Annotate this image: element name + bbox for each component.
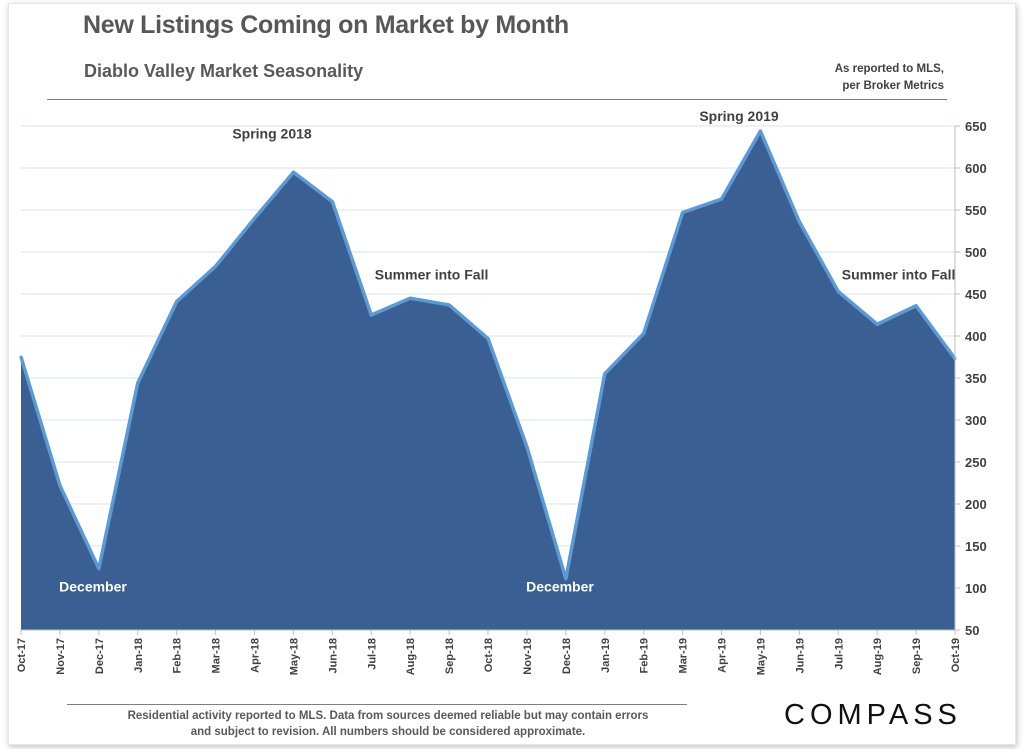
source-note: As reported to MLS, per Broker Metrics [744, 61, 944, 95]
data-point [914, 304, 918, 308]
data-point [136, 381, 140, 385]
y-tick-label: 550 [965, 203, 987, 218]
data-point [97, 567, 101, 571]
x-tick-label: Nov-18 [522, 638, 534, 675]
x-tick-label: Apr-18 [250, 638, 262, 673]
x-tick-label: Jul-18 [366, 638, 378, 670]
data-point [486, 337, 490, 341]
annotation-label: Spring 2019 [699, 108, 779, 124]
x-tick-label: Jan-18 [133, 638, 145, 673]
annotation-label: December [526, 578, 594, 594]
source-note-line-1: As reported to MLS, [834, 63, 944, 75]
y-tick-label: 150 [965, 539, 987, 554]
data-point [525, 445, 529, 449]
y-tick-label: 350 [965, 371, 987, 386]
data-point [253, 216, 256, 220]
x-tick-label: Mar-18 [211, 638, 223, 673]
compass-logo: COMPASS [784, 699, 962, 731]
data-point [875, 322, 879, 326]
y-tick-label: 500 [965, 245, 987, 260]
x-tick-label: Oct-17 [16, 638, 28, 672]
x-tick-label: Aug-18 [405, 638, 417, 675]
data-point [642, 331, 646, 335]
annotation-label: Summer into Fall [842, 267, 956, 283]
source-note-line-2: per Broker Metrics [842, 80, 944, 92]
footnote: Residential activity reported to MLS. Da… [78, 708, 698, 740]
x-tick-label: Apr-19 [717, 638, 729, 673]
data-point [758, 129, 762, 133]
y-tick-label: 250 [965, 455, 987, 470]
header-divider [47, 99, 947, 100]
x-tick-label: May-18 [288, 638, 300, 675]
y-tick-label: 50 [965, 623, 979, 638]
footnote-line-1: Residential activity reported to MLS. Da… [127, 710, 649, 722]
data-point [447, 303, 451, 307]
data-point [19, 355, 23, 359]
x-tick-label: Jun-18 [327, 638, 339, 673]
annotation-label: Summer into Fall [375, 267, 489, 283]
x-tick-label: May-19 [755, 638, 767, 675]
y-tick-label: 600 [965, 161, 987, 176]
x-tick-label: Feb-19 [639, 638, 651, 673]
data-point [603, 372, 607, 376]
footnote-divider [67, 704, 687, 705]
data-point [330, 200, 334, 204]
area-fill [21, 131, 955, 631]
data-point [58, 484, 62, 488]
x-tick-label: Dec-17 [94, 638, 106, 674]
data-point [720, 197, 723, 201]
chart-title: New Listings Coming on Market by Month [83, 11, 569, 39]
chart-subtitle: Diablo Valley Market Seasonality [84, 61, 364, 81]
x-tick-label: Dec-18 [561, 638, 573, 674]
y-tick-label: 300 [965, 413, 987, 428]
data-point [564, 577, 568, 581]
x-tick-label: Jan-19 [600, 638, 612, 673]
x-tick-label: Oct-19 [950, 638, 962, 672]
y-tick-label: 100 [965, 581, 987, 596]
y-tick-label: 200 [965, 497, 987, 512]
data-point [408, 296, 412, 300]
data-point [681, 211, 685, 215]
x-tick-label: Mar-19 [678, 638, 690, 673]
x-tick-label: Nov-17 [55, 638, 67, 675]
data-point [214, 264, 218, 268]
y-tick-label: 450 [965, 287, 987, 302]
annotation-label: December [59, 578, 127, 594]
x-tick-label: Jul-19 [833, 638, 845, 670]
data-point [291, 170, 295, 174]
data-point [175, 300, 179, 304]
y-tick-label: 400 [965, 329, 987, 344]
x-tick-label: Sep-18 [444, 638, 456, 674]
data-point [836, 289, 840, 293]
x-tick-label: Feb-18 [172, 638, 184, 673]
x-tick-label: Aug-19 [872, 638, 884, 675]
annotation-label: Spring 2018 [232, 126, 312, 142]
x-tick-label: Oct-18 [483, 638, 495, 672]
x-tick-label: Sep-19 [911, 638, 923, 674]
y-tick-label: 650 [965, 119, 987, 134]
x-tick-label: Jun-19 [794, 638, 806, 673]
data-point [797, 220, 801, 224]
footnote-line-2: and subject to revision. All numbers sho… [190, 726, 586, 738]
data-point [369, 313, 373, 317]
